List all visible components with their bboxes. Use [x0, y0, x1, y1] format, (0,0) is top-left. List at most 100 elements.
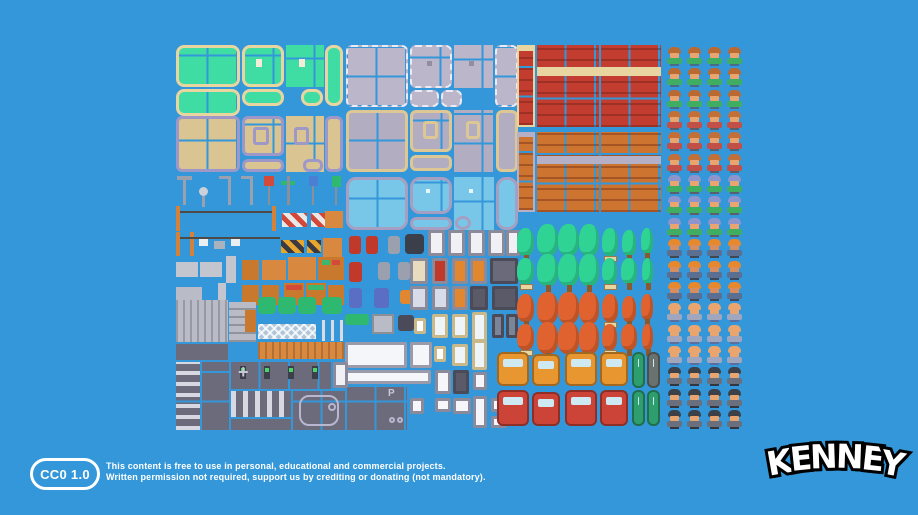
character-sprite-boy-blue-hair — [727, 175, 742, 195]
powerline-post — [176, 232, 180, 256]
cc0-badge-label: CC0 1.0 — [40, 466, 90, 482]
sign-panel — [372, 314, 394, 334]
door-white — [435, 370, 451, 394]
hedge — [258, 297, 276, 314]
dirt-vertical — [325, 116, 343, 172]
kenney-logo: KENNEY — [761, 434, 910, 488]
concrete-bar — [410, 90, 439, 107]
pillar — [226, 256, 236, 283]
character-sprite-woman-headband — [687, 367, 702, 387]
character-sprite-girl-red-shirt — [707, 132, 722, 152]
crate — [242, 260, 259, 280]
character-sprite-bald-man — [667, 303, 682, 323]
tree-sprite — [602, 258, 617, 290]
door-orange — [452, 258, 468, 284]
character-sprite-boy-green-shirt — [667, 89, 682, 109]
door-dark-double — [492, 286, 518, 310]
water-pool-mid — [410, 177, 452, 214]
door-red — [432, 258, 448, 284]
trash-can-gray — [378, 262, 390, 280]
produce-green — [322, 260, 330, 265]
character-sprite-bald-man — [667, 345, 682, 365]
powerline-post — [190, 232, 194, 256]
tree-sprite — [558, 254, 579, 292]
concrete-dot — [469, 61, 474, 66]
sign-blue — [309, 176, 318, 186]
tree-sprite — [642, 258, 653, 290]
powerline-wire — [180, 211, 272, 213]
road-tile — [176, 344, 228, 360]
fence-post — [331, 320, 334, 341]
character-sprite-construction-worker — [707, 239, 722, 259]
window-tall — [473, 396, 487, 428]
character-sprite-boy-green-shirt — [727, 47, 742, 66]
character-sprite-boy-blue-hair — [667, 196, 682, 216]
graytile-plain — [454, 110, 493, 172]
powerline-post — [272, 206, 276, 231]
window-dark — [506, 314, 518, 338]
brick-orange-wall — [537, 132, 599, 212]
concrete-mid — [410, 45, 452, 88]
trash-can-red — [349, 236, 361, 254]
door-white — [448, 230, 465, 256]
character-sprite-boy-green-shirt — [687, 68, 702, 88]
bench — [200, 262, 222, 277]
lamp-pole — [250, 179, 253, 205]
pipe-structure — [176, 300, 228, 342]
bag-orange — [400, 290, 412, 304]
market-stall-panel — [323, 238, 342, 257]
grass-patch-large — [176, 45, 240, 87]
produce-red — [286, 285, 302, 290]
market-stall-panel — [325, 211, 343, 228]
window-small-tan — [414, 318, 426, 334]
powerline-wire — [180, 237, 280, 239]
graytile-vertical — [496, 110, 518, 172]
brick-orange-trim — [537, 156, 661, 164]
character-sprite-construction-worker — [707, 281, 722, 301]
bicycle-marking — [397, 417, 403, 423]
character-sprite-woman-headband — [707, 388, 722, 408]
tree-sprite — [579, 254, 599, 292]
character-sprite-construction-worker — [727, 260, 742, 280]
storefront-window — [345, 370, 431, 384]
chair — [245, 310, 256, 332]
traffic-light — [288, 366, 294, 379]
grass-flower — [299, 59, 305, 67]
character-sprite-girl-red-shirt — [727, 132, 742, 152]
character-sprite-boy-blue-hair — [727, 217, 742, 237]
window-white — [410, 342, 432, 368]
character-sprite-woman-headband — [727, 409, 742, 429]
character-sprite-woman-headband — [687, 409, 702, 429]
road-tile — [231, 419, 291, 430]
bench — [176, 262, 198, 277]
trash-can-gray — [388, 236, 400, 254]
character-sprite-woman-headband — [667, 388, 682, 408]
road-traffic-row — [231, 362, 331, 389]
bicycle-marking — [389, 417, 395, 423]
brick-red-column — [517, 45, 535, 127]
lamp-pole — [183, 180, 186, 205]
road-tile — [202, 362, 229, 430]
character-sprite-girl-red-shirt — [687, 153, 702, 173]
character-sprite-woman-headband — [707, 409, 722, 429]
window-small — [435, 398, 451, 412]
character-sprite-girl-red-shirt — [687, 111, 702, 131]
door-orange-double — [470, 258, 487, 284]
road-crosswalk-horizontal — [231, 391, 291, 417]
graytile-large — [346, 110, 408, 172]
traffic-light — [312, 366, 318, 379]
character-sprite-construction-worker — [687, 260, 702, 280]
character-sprite-construction-worker — [727, 281, 742, 301]
character-sprite-bald-man — [687, 345, 702, 365]
vehicle-sprite — [497, 352, 529, 386]
character-sprite-girl-red-shirt — [667, 153, 682, 173]
character-sprite-girl-red-shirt — [707, 111, 722, 131]
door-orange-open — [452, 286, 468, 310]
water-bar — [410, 217, 452, 230]
window-tall — [472, 340, 487, 370]
license-line-2: Written permission not required, support… — [106, 472, 486, 482]
character-sprite-boy-blue-hair — [707, 196, 722, 216]
concrete-vertical — [495, 45, 518, 107]
vehicle-sprite — [532, 392, 560, 426]
lamp-arm — [241, 176, 253, 179]
